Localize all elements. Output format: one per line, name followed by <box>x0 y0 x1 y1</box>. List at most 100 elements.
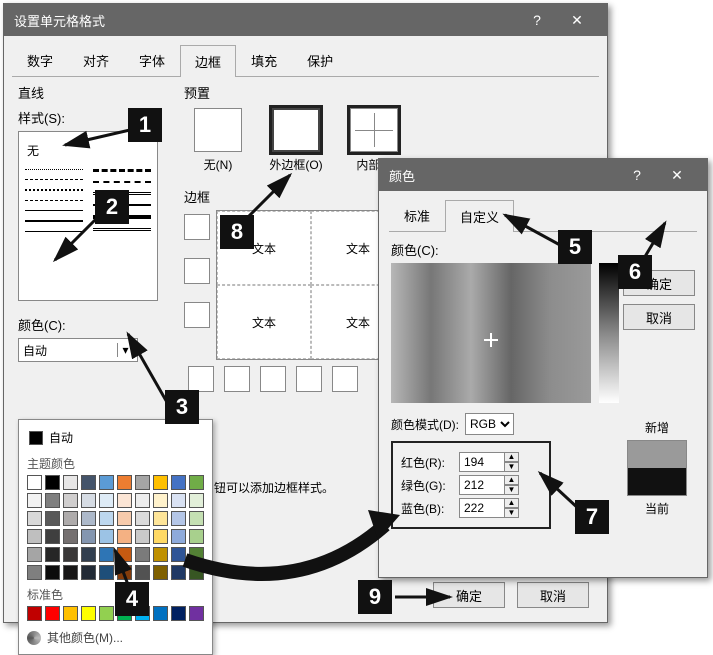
color-swatch[interactable] <box>189 606 204 621</box>
color-mode-select[interactable]: RGB <box>465 413 514 435</box>
color-swatch[interactable] <box>99 565 114 580</box>
color-swatch[interactable] <box>99 493 114 508</box>
color-swatch[interactable] <box>81 511 96 526</box>
color-swatch[interactable] <box>117 547 132 562</box>
color-swatch[interactable] <box>81 529 96 544</box>
edge-diag2-button[interactable] <box>332 366 358 392</box>
color-swatch[interactable] <box>81 475 96 490</box>
color-swatch[interactable] <box>27 565 42 580</box>
color-swatch[interactable] <box>63 475 78 490</box>
color-swatch[interactable] <box>117 529 132 544</box>
green-input[interactable] <box>459 475 505 495</box>
color-swatch[interactable] <box>117 475 132 490</box>
color-swatch[interactable] <box>171 529 186 544</box>
chevron-down-icon[interactable]: ▾ <box>117 343 133 357</box>
color-swatch[interactable] <box>153 547 168 562</box>
close-button[interactable]: ✕ <box>557 12 597 29</box>
color-swatch[interactable] <box>45 529 60 544</box>
help-button[interactable]: ? <box>517 12 557 28</box>
color-swatch[interactable] <box>45 475 60 490</box>
color-swatch[interactable] <box>153 493 168 508</box>
color-swatch[interactable] <box>81 565 96 580</box>
color-swatch[interactable] <box>153 529 168 544</box>
color-swatch[interactable] <box>27 606 42 621</box>
color-swatch[interactable] <box>189 565 204 580</box>
theme-color-grid[interactable] <box>27 475 204 490</box>
color-swatch[interactable] <box>171 565 186 580</box>
tab-protect[interactable]: 保护 <box>292 44 348 76</box>
color-swatch[interactable] <box>135 493 150 508</box>
color-swatch[interactable] <box>171 511 186 526</box>
color-swatch[interactable] <box>45 511 60 526</box>
color-swatch[interactable] <box>63 547 78 562</box>
color-swatch[interactable] <box>63 606 78 621</box>
preset-outer[interactable]: 外边框(O) <box>266 108 326 173</box>
edge-top-button[interactable] <box>184 214 210 240</box>
edge-right-button[interactable] <box>296 366 322 392</box>
tab-align[interactable]: 对齐 <box>68 44 124 76</box>
color-swatch[interactable] <box>189 529 204 544</box>
preset-none[interactable]: 无(N) <box>188 108 248 173</box>
red-input[interactable] <box>459 452 505 472</box>
color-close-button[interactable]: ✕ <box>657 167 697 184</box>
edge-left-button[interactable] <box>224 366 250 392</box>
edge-bottom-button[interactable] <box>184 302 210 328</box>
color-tab-custom[interactable]: 自定义 <box>445 200 514 232</box>
tab-fill[interactable]: 填充 <box>236 44 292 76</box>
color-swatch[interactable] <box>189 511 204 526</box>
tab-number[interactable]: 数字 <box>12 44 68 76</box>
main-ok-button[interactable]: 确定 <box>433 582 505 608</box>
color-swatch[interactable] <box>99 529 114 544</box>
color-swatch[interactable] <box>45 547 60 562</box>
edge-diag1-button[interactable] <box>188 366 214 392</box>
color-swatch[interactable] <box>135 565 150 580</box>
color-swatch[interactable] <box>171 547 186 562</box>
tab-border[interactable]: 边框 <box>180 45 236 77</box>
color-swatch[interactable] <box>99 547 114 562</box>
line-style-list[interactable]: 无 <box>18 131 158 301</box>
color-swatch[interactable] <box>153 511 168 526</box>
color-swatch[interactable] <box>153 565 168 580</box>
color-help-button[interactable]: ? <box>617 167 657 183</box>
edge-vmid-button[interactable] <box>260 366 286 392</box>
main-cancel-button[interactable]: 取消 <box>517 582 589 608</box>
edge-mid-button[interactable] <box>184 258 210 284</box>
color-swatch[interactable] <box>63 511 78 526</box>
color-swatch[interactable] <box>135 475 150 490</box>
color-gradient[interactable] <box>391 263 591 403</box>
color-swatch[interactable] <box>27 475 42 490</box>
color-swatch[interactable] <box>45 565 60 580</box>
color-swatch[interactable] <box>27 511 42 526</box>
color-swatch[interactable] <box>117 493 132 508</box>
color-swatch[interactable] <box>63 493 78 508</box>
color-swatch[interactable] <box>171 475 186 490</box>
color-swatch[interactable] <box>135 529 150 544</box>
color-swatch[interactable] <box>27 493 42 508</box>
color-swatch[interactable] <box>81 606 96 621</box>
color-swatch[interactable] <box>81 547 96 562</box>
blue-input[interactable] <box>459 498 505 518</box>
color-swatch[interactable] <box>189 475 204 490</box>
color-swatch[interactable] <box>45 493 60 508</box>
color-tab-standard[interactable]: 标准 <box>389 199 445 231</box>
color-luminance-strip[interactable] <box>599 263 619 403</box>
color-swatch[interactable] <box>171 606 186 621</box>
color-swatch[interactable] <box>99 475 114 490</box>
color-swatch[interactable] <box>45 606 60 621</box>
color-swatch[interactable] <box>117 511 132 526</box>
color-swatch[interactable] <box>189 547 204 562</box>
color-swatch[interactable] <box>135 511 150 526</box>
color-swatch[interactable] <box>99 511 114 526</box>
color-swatch[interactable] <box>153 606 168 621</box>
color-swatch[interactable] <box>81 493 96 508</box>
color-swatch[interactable] <box>117 565 132 580</box>
color-cancel-button[interactable]: 取消 <box>623 304 695 330</box>
color-swatch[interactable] <box>189 493 204 508</box>
color-combo[interactable]: 自动 ▾ <box>18 338 138 362</box>
color-swatch[interactable] <box>63 529 78 544</box>
color-swatch[interactable] <box>27 547 42 562</box>
color-swatch[interactable] <box>27 529 42 544</box>
color-swatch[interactable] <box>63 565 78 580</box>
color-swatch[interactable] <box>171 493 186 508</box>
color-swatch[interactable] <box>153 475 168 490</box>
